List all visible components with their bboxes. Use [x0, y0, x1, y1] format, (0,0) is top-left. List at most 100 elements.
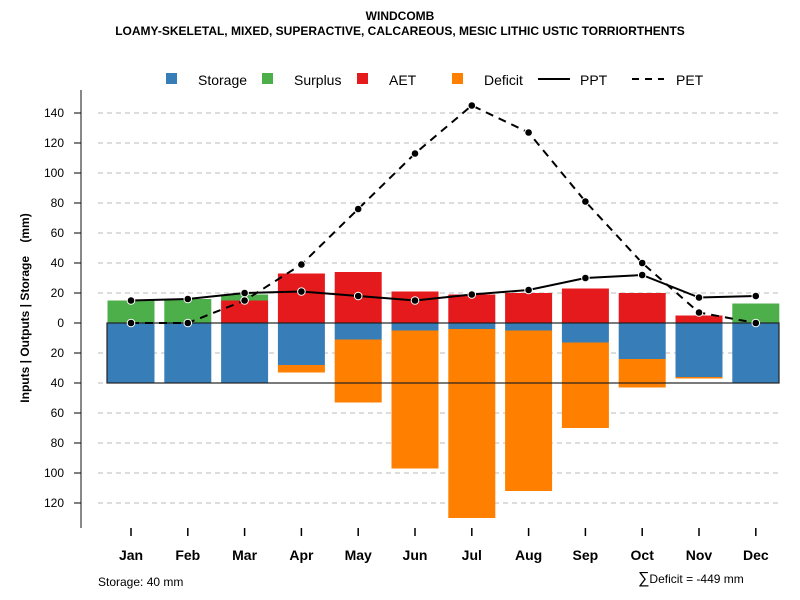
bar-surplus	[732, 303, 780, 323]
x-tick-label: Nov	[686, 547, 713, 563]
ppt-point	[353, 291, 363, 301]
legend-swatch-deficit	[452, 73, 463, 84]
x-tick-label: May	[345, 547, 372, 563]
x-tick-label: Oct	[631, 547, 655, 563]
storage-note: Storage: 40 mm	[98, 575, 184, 589]
axes: 140 120 100 80 60 40 20 0 20 40 60 80 100 120 Jan Feb Ma…	[44, 90, 769, 563]
y-tick-label: 60	[51, 226, 65, 240]
x-tick-label: Jun	[403, 547, 428, 563]
legend-label-ppt: PPT	[580, 72, 608, 88]
bar-storage	[107, 323, 155, 383]
pet-point	[467, 101, 477, 110]
pet-point	[524, 128, 533, 137]
bar-storage	[221, 323, 269, 383]
bar-storage	[164, 323, 212, 383]
bar-storage	[448, 323, 496, 329]
ppt-point	[637, 270, 647, 280]
pet-point	[694, 308, 704, 317]
chart-subtitle: LOAMY-SKELETAL, MIXED, SUPERACTIVE, CALC…	[115, 24, 685, 38]
bar-aet	[448, 294, 496, 323]
pet-point	[183, 318, 193, 328]
bar-deficit	[334, 339, 382, 403]
x-tick-label: Mar	[232, 547, 257, 563]
bar-deficit	[561, 342, 609, 428]
legend-label-deficit: Deficit	[484, 72, 523, 88]
bar-storage	[334, 323, 382, 340]
y-axis-label: Inputs | Outputs | Storage (mm)	[18, 213, 32, 402]
ppt-point	[126, 296, 136, 305]
y-tick-label: 20	[51, 346, 65, 360]
sigma-icon: ∑	[638, 570, 650, 587]
bar-deficit	[505, 330, 553, 491]
bar-aet	[561, 288, 609, 323]
ppt-point	[297, 287, 306, 296]
bar-aet	[277, 273, 325, 323]
deficit-note: Deficit = -449 mm	[649, 572, 744, 586]
y-tick-label: 60	[51, 406, 65, 420]
ppt-point	[694, 293, 704, 302]
x-tick-label: Dec	[743, 547, 769, 563]
deficit-summary: ∑Deficit = -449 mm	[638, 570, 744, 588]
ppt-point	[751, 291, 761, 301]
bar-storage	[391, 323, 439, 331]
pet-point	[353, 204, 363, 214]
bar-surplus	[107, 300, 155, 323]
y-tick-label: 80	[51, 196, 65, 210]
x-tick-label: Jan	[119, 547, 143, 563]
y-tick-label: 140	[44, 106, 64, 120]
legend: Storage Surplus AET Deficit PPT PET	[166, 72, 704, 88]
y-tick-label: 100	[44, 466, 64, 480]
pet-point	[410, 149, 420, 158]
bar-storage	[277, 323, 325, 365]
bar-aet	[675, 315, 723, 323]
x-tick-label: Feb	[175, 547, 200, 563]
bar-deficit	[675, 377, 723, 379]
y-tick-label: 40	[51, 256, 65, 270]
y-tick-label: 120	[44, 136, 64, 150]
bar-storage	[505, 323, 553, 331]
gridlines	[98, 112, 780, 504]
pet-point	[126, 318, 136, 328]
chart-title: WINDCOMB	[365, 9, 435, 23]
ppt-point	[581, 273, 590, 283]
y-tick-label: 80	[51, 436, 65, 450]
y-tick-label: 20	[51, 286, 65, 300]
storage-capacity-box	[106, 322, 780, 384]
x-tick-label: Apr	[289, 547, 314, 563]
y-tick-label: 100	[44, 166, 64, 180]
x-tick-label: Aug	[515, 547, 542, 563]
pet-point	[240, 296, 249, 305]
legend-label-aet: AET	[389, 72, 417, 88]
y-tick-label: 0	[57, 316, 64, 330]
y-tick-label: 120	[44, 496, 64, 510]
legend-label-surplus: Surplus	[294, 72, 341, 88]
bars	[106, 272, 780, 518]
ppt-point	[524, 285, 533, 295]
ppt-point	[467, 290, 477, 299]
legend-label-storage: Storage	[198, 72, 247, 88]
lines	[126, 101, 761, 328]
bar-aet	[618, 293, 666, 323]
pet-point	[751, 318, 761, 328]
pet-point	[297, 260, 306, 269]
legend-label-pet: PET	[676, 72, 704, 88]
bar-storage	[675, 323, 723, 377]
bar-storage	[732, 323, 780, 383]
ppt-line	[130, 273, 756, 302]
legend-swatch-aet	[357, 73, 368, 84]
pet-point	[581, 197, 590, 206]
ppt-point	[410, 296, 420, 305]
bar-storage	[561, 323, 609, 343]
bar-aet	[505, 293, 553, 323]
pet-line	[131, 104, 756, 324]
pet-point	[637, 258, 647, 268]
bar-deficit	[391, 330, 439, 469]
ppt-point	[240, 288, 249, 298]
bar-storage	[618, 323, 666, 359]
x-tick-label: Jul	[462, 547, 482, 563]
ppt-point	[183, 294, 193, 304]
legend-swatch-surplus	[262, 73, 273, 84]
legend-swatch-storage	[166, 73, 177, 84]
x-tick-label: Sep	[573, 547, 599, 563]
